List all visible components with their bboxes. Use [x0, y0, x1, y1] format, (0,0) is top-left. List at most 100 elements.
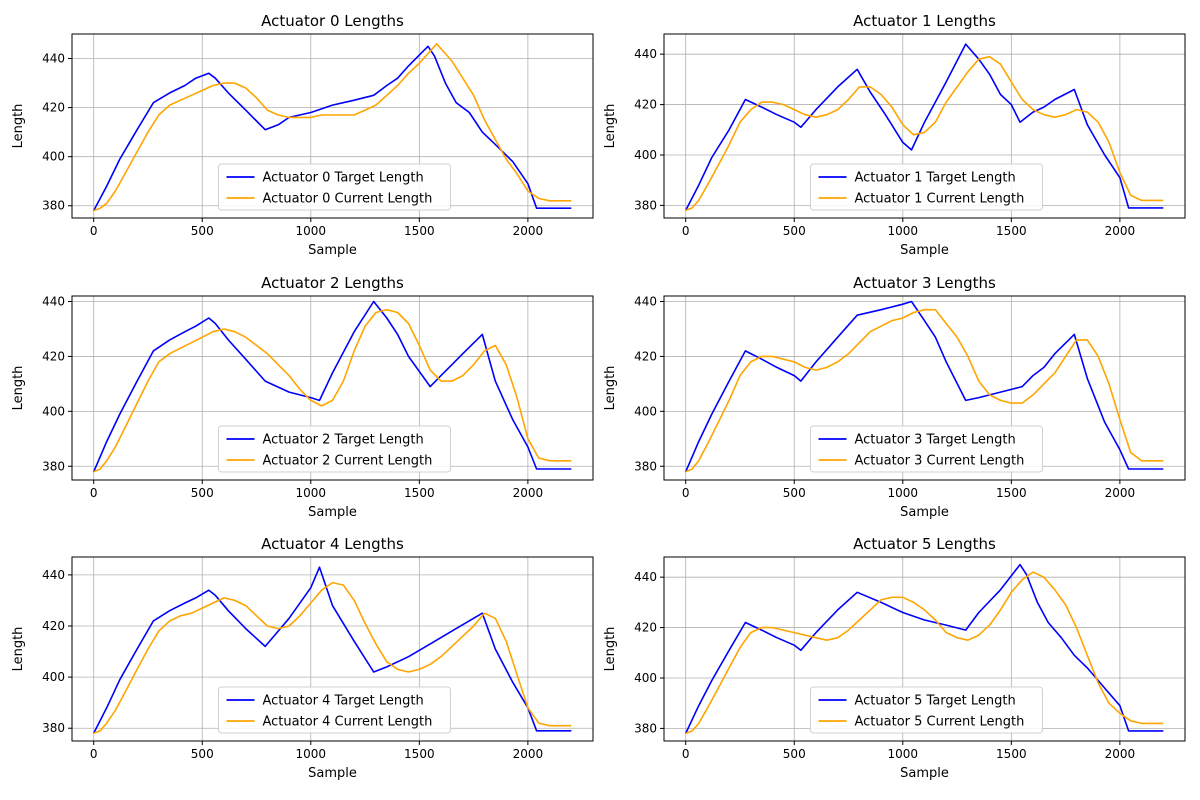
x-tick-label: 0 — [682, 747, 690, 761]
chart-title: Actuator 4 Lengths — [261, 535, 404, 553]
y-tick-label: 440 — [42, 568, 65, 582]
series-line-current — [685, 55, 1164, 212]
chart-panel-5: Actuator 5 Lengths 0 500 1000 1500 2000 380 400… — [603, 535, 1186, 781]
series-line-current — [93, 43, 572, 212]
x-tick-label: 1500 — [996, 747, 1027, 761]
y-tick-label: 440 — [634, 294, 657, 308]
x-tick-label: 1500 — [404, 486, 435, 500]
series-line-current — [685, 308, 1164, 473]
y-tick-label: 440 — [42, 52, 65, 66]
x-tick-label: 1000 — [888, 747, 919, 761]
chart-panel-3: Actuator 3 Lengths 0 500 1000 1500 2000 380 400… — [603, 274, 1186, 520]
y-tick-label: 420 — [42, 619, 65, 633]
chart-panel-1: Actuator 1 Lengths 0 500 1000 1500 2000 380 400… — [603, 12, 1186, 258]
x-tick-label: 1500 — [996, 224, 1027, 238]
x-tick-label: 1000 — [296, 747, 327, 761]
y-tick-label: 380 — [634, 721, 657, 735]
plot-frame — [663, 556, 1186, 742]
y-tick-label: 440 — [634, 570, 657, 584]
y-tick-label: 380 — [634, 459, 657, 473]
y-tick-label: 440 — [634, 47, 657, 61]
legend-box — [810, 425, 1043, 473]
x-tick-label: 1000 — [888, 224, 919, 238]
chart-title: Actuator 2 Lengths — [261, 274, 404, 292]
legend-entry: Actuator 1 Current Length — [855, 192, 1025, 207]
x-tick-label: 0 — [90, 486, 98, 500]
x-tick-label: 0 — [682, 486, 690, 500]
chart-title: Actuator 5 Lengths — [853, 535, 996, 553]
y-axis-label: Length — [603, 104, 618, 149]
x-tick-label: 2000 — [1105, 486, 1136, 500]
plot-frame — [71, 33, 594, 219]
x-tick-label: 0 — [90, 747, 98, 761]
legend-entry: Actuator 5 Current Length — [855, 715, 1025, 730]
y-tick-label: 440 — [42, 294, 65, 308]
legend-entry: Actuator 2 Current Length — [263, 454, 433, 469]
series-line-target — [684, 43, 1164, 211]
x-axis-label: Sample — [308, 505, 357, 520]
legend-entry: Actuator 2 Target Length — [263, 433, 424, 448]
x-axis-label: Sample — [308, 243, 357, 258]
legend-box — [810, 163, 1043, 211]
y-axis-label: Length — [603, 366, 618, 411]
legend: Actuator 1 Target Length Actuator 1 Curre… — [810, 163, 1043, 211]
legend: Actuator 0 Target Length Actuator 0 Curre… — [218, 163, 451, 211]
x-tick-label: 1500 — [404, 224, 435, 238]
chart-title: Actuator 1 Lengths — [853, 12, 996, 30]
x-axis-label: Sample — [900, 505, 949, 520]
x-tick-label: 1000 — [888, 486, 919, 500]
legend-entry: Actuator 0 Current Length — [263, 192, 433, 207]
plot-frame — [663, 295, 1186, 481]
legend-entry: Actuator 3 Current Length — [855, 454, 1025, 469]
x-tick-label: 500 — [191, 747, 214, 761]
y-axis-label: Length — [11, 627, 26, 672]
legend-entry: Actuator 0 Target Length — [263, 171, 424, 186]
legend-entry: Actuator 1 Target Length — [855, 171, 1016, 186]
plot-frame — [71, 295, 594, 481]
y-tick-label: 420 — [634, 349, 657, 363]
legend-box — [218, 163, 451, 211]
y-tick-label: 400 — [634, 148, 657, 162]
legend-entry: Actuator 4 Target Length — [263, 694, 424, 709]
chart-title: Actuator 3 Lengths — [853, 274, 996, 292]
x-tick-label: 1500 — [996, 486, 1027, 500]
legend-box — [218, 686, 451, 734]
series-line-target — [92, 566, 572, 734]
x-tick-label: 0 — [90, 224, 98, 238]
x-tick-label: 2000 — [1105, 224, 1136, 238]
x-tick-label: 1000 — [296, 486, 327, 500]
y-tick-label: 400 — [42, 404, 65, 418]
x-tick-label: 1500 — [404, 747, 435, 761]
x-tick-label: 500 — [191, 486, 214, 500]
y-tick-label: 420 — [42, 101, 65, 115]
legend-entry: Actuator 5 Target Length — [855, 694, 1016, 709]
x-tick-label: 2000 — [513, 486, 544, 500]
x-tick-label: 500 — [783, 486, 806, 500]
x-tick-label: 1000 — [296, 224, 327, 238]
legend-entry: Actuator 4 Current Length — [263, 715, 433, 730]
y-axis-label: Length — [11, 104, 26, 149]
legend-box — [218, 425, 451, 473]
y-tick-label: 420 — [42, 349, 65, 363]
plot-frame — [663, 33, 1186, 219]
x-tick-label: 500 — [783, 224, 806, 238]
x-tick-label: 0 — [682, 224, 690, 238]
x-axis-label: Sample — [900, 243, 949, 258]
y-tick-label: 380 — [42, 459, 65, 473]
legend-entry: Actuator 3 Target Length — [855, 433, 1016, 448]
x-axis-label: Sample — [308, 766, 357, 781]
series-line-current — [685, 571, 1164, 735]
y-tick-label: 380 — [42, 199, 65, 213]
y-tick-label: 380 — [634, 198, 657, 212]
legend: Actuator 3 Target Length Actuator 3 Curre… — [810, 425, 1043, 473]
x-tick-label: 500 — [191, 224, 214, 238]
legend: Actuator 2 Target Length Actuator 2 Curre… — [218, 425, 451, 473]
series-line-target — [92, 300, 572, 473]
legend: Actuator 4 Target Length Actuator 4 Curre… — [218, 686, 451, 734]
x-tick-label: 500 — [783, 747, 806, 761]
y-tick-label: 420 — [634, 98, 657, 112]
series-line-target — [684, 300, 1164, 473]
y-tick-label: 380 — [42, 721, 65, 735]
chart-panel-2: Actuator 2 Lengths 0 500 1000 1500 2000 380 400… — [11, 274, 594, 520]
